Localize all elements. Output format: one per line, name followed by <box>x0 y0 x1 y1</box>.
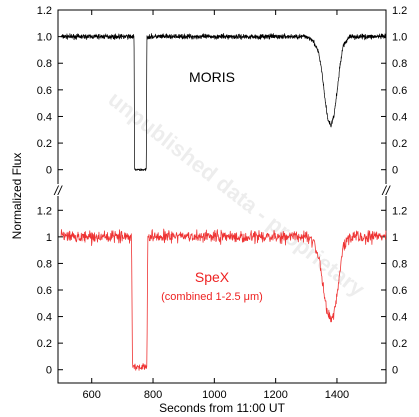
y-tick-label-right: 1.0 <box>392 32 407 44</box>
y-tick-label-left: 0.8 <box>37 258 52 270</box>
x-axis-title: Seconds from 11:00 UT <box>159 401 286 415</box>
y-tick-label-right: 1.2 <box>392 205 407 217</box>
y-tick-label-right: 0.6 <box>392 85 407 97</box>
y-tick-label-left: 1.2 <box>37 5 52 17</box>
y-tick-label-left: 0 <box>46 365 52 377</box>
y-tick-label-right: 0.4 <box>392 312 407 324</box>
y-tick-label-left: 0.2 <box>37 338 52 350</box>
x-tick-label: 1400 <box>325 389 349 401</box>
y-tick-label-right: 0 <box>392 165 398 177</box>
x-tick-label: 1200 <box>263 389 287 401</box>
y-tick-label-right: 0.8 <box>392 258 407 270</box>
y-tick-label-right: 0 <box>392 365 398 377</box>
y-tick-label-left: 1.0 <box>37 32 52 44</box>
plot-frame <box>57 9 387 384</box>
y-tick-label-left: 0.4 <box>37 111 52 123</box>
y-tick-label-left: 0.8 <box>37 58 52 70</box>
y-tick-label-right: 0.2 <box>392 138 407 150</box>
axis-break-mark-right: // <box>381 183 391 198</box>
axis-break-gap-left <box>54 184 62 196</box>
y-tick-label-right: 0.4 <box>392 111 407 123</box>
y-axis-title: Normalized Flux <box>10 153 24 240</box>
x-tick-label: 800 <box>144 389 162 401</box>
axis-break-mark-left: // <box>53 183 63 198</box>
axis-break-gap-right <box>382 184 390 196</box>
spex-light-curve <box>60 228 387 371</box>
y-tick-label-right: 1 <box>392 232 398 244</box>
data-curves <box>60 32 387 371</box>
y-tick-label-left: 0.4 <box>37 312 52 324</box>
watermark-text: unpublished data - proprietary <box>104 86 370 302</box>
y-tick-label-right: 0.2 <box>392 338 407 350</box>
y-tick-label-left: 0.2 <box>37 138 52 150</box>
y-tick-label-left: 0.6 <box>37 85 52 97</box>
moris-label: MORIS <box>189 69 235 85</box>
x-tick-label: 600 <box>83 389 101 401</box>
x-tick-label: 1000 <box>202 389 226 401</box>
y-tick-label-left: 0 <box>46 165 52 177</box>
moris-light-curve <box>60 32 387 172</box>
y-tick-label-right: 1.2 <box>392 5 407 17</box>
y-tick-label-left: 1 <box>46 232 52 244</box>
spex-sublabel: (combined 1-2.5 μm) <box>161 291 263 303</box>
tick-labels: 600 800 1000 1200 1400 0 0 0.2 0.2 0.4 0.4 0.6 0.6 0.… <box>37 5 408 401</box>
y-tick-label-right: 0.6 <box>392 285 407 297</box>
spex-label: SpeX <box>195 269 230 285</box>
y-tick-label-right: 0.8 <box>392 58 407 70</box>
y-tick-label-left: 1.2 <box>37 205 52 217</box>
y-tick-label-left: 0.6 <box>37 285 52 297</box>
